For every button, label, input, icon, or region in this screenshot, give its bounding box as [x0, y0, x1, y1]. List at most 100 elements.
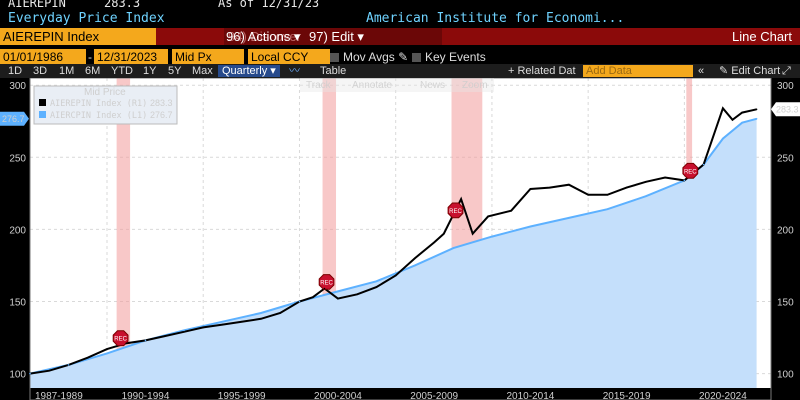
edit-chart-button[interactable]: ✎ Edit Chart	[719, 64, 780, 78]
right-value-badge: 283.3	[771, 102, 800, 117]
data-point-aiercpin	[741, 121, 743, 124]
last-value: 283.3	[104, 0, 141, 10]
add-data-field[interactable]: Add Data	[583, 65, 693, 77]
data-point-aiercpin	[755, 118, 758, 120]
related-data-button[interactable]: + Related Dat	[508, 65, 576, 77]
y-right-tick-label: 250	[777, 153, 794, 164]
actions-menu[interactable]: 96) Actions ▾	[226, 29, 301, 44]
range-row: 01/01/1986 - 12/31/2023 Mid Px Local CCY…	[0, 49, 800, 65]
data-point-aierepin	[183, 330, 185, 333]
data-point-aiercpin	[606, 208, 609, 211]
data-point-aiercpin	[67, 364, 70, 366]
recession-stop-icon	[318, 274, 335, 290]
ticker-label: AIEREPIN	[8, 0, 66, 10]
collapse-icon[interactable]: «	[698, 65, 705, 77]
data-point-aierepin	[260, 317, 262, 320]
data-point-aierepin	[510, 209, 512, 212]
zoom-tool[interactable]: Zoom	[462, 80, 488, 91]
x-tick-label: 2005-2009	[410, 391, 458, 400]
data-point-aierepin	[529, 188, 532, 190]
x-tick-label: 1987-1989	[35, 391, 83, 400]
annotate-tool[interactable]: Annotate	[352, 80, 392, 91]
data-point-aiercpin	[260, 312, 262, 314]
data-point-aiercpin	[568, 217, 570, 219]
data-point-aiercpin	[645, 195, 647, 198]
data-point-aierepin	[741, 111, 743, 114]
data-point-aiercpin	[375, 280, 378, 283]
as-of-date: As of 12/31/23	[218, 0, 320, 10]
data-point-aiercpin	[106, 352, 108, 355]
y-right-tick-label: 150	[777, 297, 794, 308]
data-point-aierepin	[48, 369, 51, 372]
edit-menu[interactable]: 97) Edit ▾	[309, 29, 364, 44]
data-point-aierepin	[125, 342, 128, 345]
data-point-aiercpin	[491, 235, 493, 238]
data-point-aierepin	[731, 119, 734, 121]
period-max[interactable]: Max	[192, 65, 213, 77]
currency-select[interactable]: Local CCY	[248, 49, 330, 64]
mov-avgs-toggle[interactable]: Mov Avgs ✎	[330, 49, 408, 65]
frequency-select[interactable]: Quarterly ▾	[218, 65, 280, 77]
recession-markers: REC REC REC REC	[112, 162, 699, 347]
data-point-aierepin	[664, 176, 666, 179]
data-point-aiercpin	[144, 339, 147, 342]
recession-band	[116, 78, 131, 388]
series-line-aierepin	[29, 106, 757, 375]
legend-title: Mid Price	[84, 87, 126, 98]
x-tick-label: 2000-2004	[314, 391, 362, 400]
period-ytd[interactable]: YTD	[111, 65, 133, 77]
period-6m[interactable]: 6M	[85, 65, 101, 77]
key-events-toggle[interactable]: Key Events	[412, 49, 486, 65]
x-tick-label: 1995-1999	[218, 391, 266, 400]
price-chart[interactable]: REC REC REC REC 100 150 200 250 300 100 150 200 25…	[0, 78, 800, 400]
data-point-aierepin	[548, 186, 551, 189]
pencil-icon: ✎	[719, 65, 732, 77]
y-left-tick-label: 150	[9, 297, 26, 308]
right-axis: 100 150 200 250 300	[777, 81, 794, 380]
data-point-aiercpin	[29, 372, 31, 375]
news-tool[interactable]: News	[420, 80, 445, 91]
x-axis: 1987-1989 1990-1994 1995-1999 2000-2004 2005…	[35, 391, 747, 400]
chart-type-label[interactable]: Line Chart	[732, 29, 792, 44]
date-separator: -	[88, 50, 92, 64]
data-point-aierepin	[625, 186, 628, 189]
legend: Mid Price AIEREPIN Index (R1) 283.3 AIER…	[33, 85, 178, 125]
field-select[interactable]: Mid Px	[172, 49, 244, 64]
chart-overlay-tools: Track Annotate News Zoom	[300, 78, 494, 92]
discover-button[interactable]: 94) Discover	[224, 28, 442, 45]
data-point-aiercpin	[722, 137, 724, 140]
period-1y[interactable]: 1Y	[143, 65, 157, 77]
legend-swatch-aierepin	[39, 99, 46, 106]
data-point-aierepin	[414, 257, 416, 260]
period-3d[interactable]: 3D	[33, 65, 48, 77]
x-tick-label: 2010-2014	[507, 391, 555, 400]
period-1d[interactable]: 1D	[8, 65, 23, 77]
period-1m[interactable]: 1M	[59, 65, 75, 77]
table-button[interactable]: Table	[320, 65, 347, 77]
mov-avgs-label: Mov Avgs	[343, 50, 395, 64]
pencil-icon: ✎	[398, 50, 409, 64]
data-point-aierepin	[471, 232, 474, 235]
track-tool[interactable]: Track	[306, 80, 332, 91]
start-date-field[interactable]: 01/01/1986	[0, 49, 86, 64]
data-point-aiercpin	[183, 329, 185, 332]
y-right-tick-label: 100	[777, 370, 794, 381]
security-field[interactable]: AIEREPIN Index	[0, 28, 156, 45]
period-5y[interactable]: 5Y	[168, 65, 182, 77]
data-point-aierepin	[375, 286, 378, 288]
data-point-aierepin	[587, 193, 589, 196]
legend-value-aierepin: 283.3	[150, 98, 173, 108]
line-style-icon[interactable]: 〰	[289, 65, 300, 77]
y-left-tick-label: 250	[9, 153, 26, 164]
data-point-aierepin	[202, 326, 205, 329]
x-tick-label: 2015-2019	[603, 391, 651, 400]
recession-marker-label: REC	[114, 337, 127, 343]
data-point-aierepin	[606, 193, 609, 196]
y-left-tick-label: 300	[9, 81, 26, 92]
x-tick-label: 2020-2024	[699, 391, 747, 400]
data-point-aiercpin	[298, 300, 301, 303]
expand-icon[interactable]: ⤢	[782, 65, 791, 77]
y-left-tick-label: 200	[9, 225, 26, 236]
end-date-field[interactable]: 12/31/2023	[94, 49, 168, 64]
key-events-label: Key Events	[425, 50, 486, 64]
